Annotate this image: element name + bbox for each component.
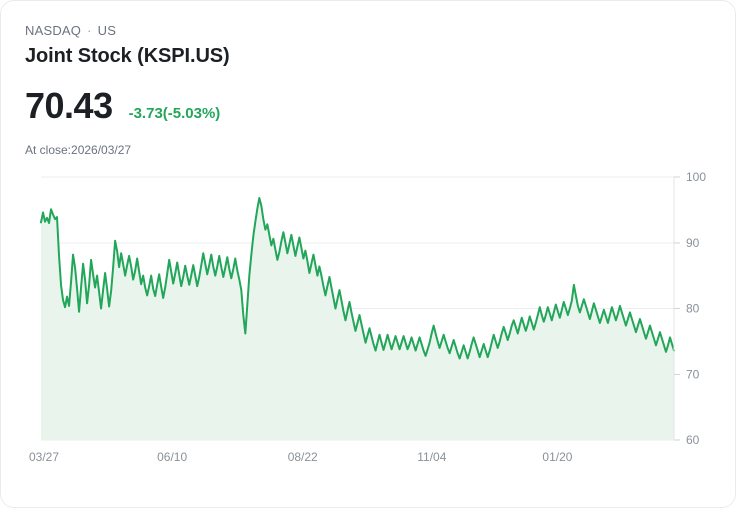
exchange-row: NASDAQ · US [25,23,685,39]
y-axis-labels: 100 90 80 70 60 [674,170,706,447]
price-change: -3.73(-5.03%) [128,105,221,122]
x-tick-label: 11/04 [417,450,446,464]
price-chart[interactable]: 100 90 80 70 60 03/27 06/10 08/22 11/04 01/20 [1,161,735,481]
y-tick-label: 90 [686,236,700,250]
x-axis-labels: 03/27 06/10 08/22 11/04 01/20 [29,450,573,464]
close-timestamp: At close:2026/03/27 [25,143,132,157]
price-row: 70.43 -3.73(-5.03%) [25,86,685,126]
y-tick-label: 100 [686,170,706,184]
price-line [40,197,675,360]
price-chart-svg: 100 90 80 70 60 03/27 06/10 08/22 11/04 01/20 [29,170,706,464]
y-tick-label: 60 [686,433,700,447]
x-tick-label: 03/27 [29,450,59,464]
x-tick-label: 08/22 [288,450,318,464]
x-tick-label: 01/20 [542,450,572,464]
price-area-fill [41,198,674,440]
y-tick-label: 70 [686,367,700,381]
current-price: 70.43 [25,85,113,126]
y-tick-label: 80 [686,302,700,316]
quote-header: NASDAQ · US Joint Stock (KSPI.US) 70.43 -3… [25,23,685,158]
separator-dot: · [87,23,92,38]
region-label: US [97,23,117,38]
exchange-name: NASDAQ [25,23,82,38]
x-tick-label: 06/10 [157,450,187,464]
page-title: Joint Stock (KSPI.US) [25,45,230,67]
